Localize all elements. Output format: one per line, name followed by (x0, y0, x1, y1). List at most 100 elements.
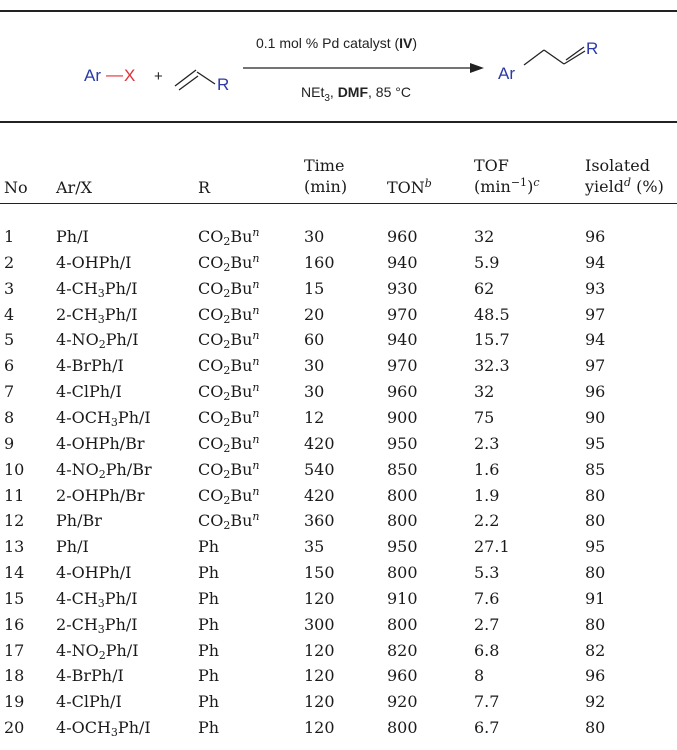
cell-time: 120 (304, 692, 335, 712)
cell-ton: 820 (387, 640, 418, 660)
cell-arx: 4-OCH3Ph/I (56, 718, 151, 740)
cell-time: 300 (304, 614, 335, 634)
cell-ton: 940 (387, 252, 418, 272)
cell-ton: 800 (387, 718, 418, 738)
cell-arx: 4-ClPh/I (56, 382, 122, 402)
cell-no: 10 (4, 459, 25, 479)
cell-tof: 6.8 (474, 640, 500, 660)
cell-tof: 32.3 (474, 356, 510, 376)
cell-ton: 800 (387, 485, 418, 505)
reactant-ar-label: Ar (84, 66, 101, 85)
cell-tof: 5.3 (474, 563, 500, 583)
cell-time: 30 (304, 382, 325, 402)
cell-yield: 80 (585, 485, 606, 505)
cell-yield: 80 (585, 511, 606, 531)
cell-time: 60 (304, 330, 325, 350)
cell-arx: 4-CH3Ph/I (56, 588, 138, 610)
product-alkene-structure (523, 46, 586, 66)
cell-no: 4 (4, 304, 15, 324)
cell-r: Ph (198, 718, 220, 738)
cell-r: Ph (198, 537, 220, 557)
reaction-arrow (243, 63, 484, 73)
cell-time: 30 (304, 356, 325, 376)
cell-no: 15 (4, 588, 25, 608)
plus-sign: + (154, 68, 163, 85)
cell-time: 420 (304, 485, 335, 505)
cell-no: 12 (4, 511, 25, 531)
cell-ton: 800 (387, 511, 418, 531)
cell-arx: 4-NO2Ph/I (56, 640, 139, 662)
cell-yield: 96 (585, 227, 606, 246)
header-tof: TOF (min−1)c (474, 156, 540, 196)
cell-yield: 96 (585, 666, 606, 686)
cell-yield: 90 (585, 407, 606, 427)
cell-yield: 80 (585, 614, 606, 634)
product-r-label: R (586, 39, 598, 58)
cell-tof: 2.3 (474, 433, 500, 453)
cell-r: CO2Bun (198, 406, 260, 429)
cell-r: CO2Bun (198, 432, 260, 455)
cell-tof: 5.9 (474, 252, 500, 272)
cell-r: Ph (198, 692, 220, 712)
cell-no: 18 (4, 666, 25, 686)
cell-ton: 920 (387, 692, 418, 712)
cell-r: Ph (198, 614, 220, 634)
cell-tof: 32 (474, 227, 495, 246)
cell-ton: 960 (387, 666, 418, 686)
cell-arx: 2-CH3Ph/I (56, 614, 138, 636)
cell-no: 16 (4, 614, 25, 634)
cell-yield: 96 (585, 382, 606, 402)
cell-r: Ph (198, 563, 220, 583)
header-ton: TONb (387, 177, 432, 197)
cell-ton: 940 (387, 330, 418, 350)
cell-tof: 1.9 (474, 485, 500, 505)
cell-ton: 950 (387, 537, 418, 557)
cell-r: CO2Bun (198, 303, 260, 326)
cell-time: 15 (304, 278, 325, 298)
cell-ton: 900 (387, 407, 418, 427)
cell-yield: 92 (585, 692, 606, 712)
cell-tof: 1.6 (474, 459, 500, 479)
cell-time: 150 (304, 563, 335, 583)
cell-yield: 80 (585, 563, 606, 583)
cell-time: 120 (304, 640, 335, 660)
cell-arx: 4-ClPh/I (56, 692, 122, 712)
cell-yield: 94 (585, 330, 606, 350)
cell-ton: 960 (387, 382, 418, 402)
reaction-scheme: Ar — X + R 0.1 mol % Pd catalyst (IV) NE… (84, 35, 598, 104)
cell-yield: 97 (585, 356, 606, 376)
header-no: No (4, 178, 28, 197)
cell-tof: 62 (474, 278, 495, 298)
header-yield: Isolated yieldd (%) (585, 156, 664, 196)
cell-time: 120 (304, 718, 335, 738)
cell-tof: 48.5 (474, 304, 510, 324)
cell-tof: 27.1 (474, 537, 510, 557)
cell-ton: 950 (387, 433, 418, 453)
cell-arx: 4-OHPh/Br (56, 433, 145, 453)
cell-r: CO2Bun (198, 226, 260, 248)
cell-arx: 4-BrPh/I (56, 356, 124, 376)
cell-arx: 4-OHPh/I (56, 563, 132, 583)
cell-r: Ph (198, 666, 220, 686)
cell-tof: 7.7 (474, 692, 500, 712)
cell-no: 7 (4, 382, 15, 402)
cell-tof: 6.7 (474, 718, 500, 738)
cell-tof: 32 (474, 382, 495, 402)
cell-time: 160 (304, 252, 335, 272)
cell-ton: 910 (387, 588, 418, 608)
alkene-r-label: R (217, 75, 229, 94)
cell-r: CO2Bun (198, 510, 260, 533)
cell-r: CO2Bun (198, 458, 260, 481)
cell-arx: 2-OHPh/Br (56, 485, 145, 505)
reactant-bond-dash: — (106, 65, 123, 84)
cell-tof: 15.7 (474, 330, 510, 350)
cell-time: 20 (304, 304, 325, 324)
cell-yield: 82 (585, 640, 606, 660)
cell-r: CO2Bun (198, 484, 260, 507)
cell-arx: 4-CH3Ph/I (56, 278, 138, 300)
cell-arx: 4-OCH3Ph/I (56, 407, 151, 429)
cell-tof: 7.6 (474, 588, 500, 608)
cell-r: CO2Bun (198, 329, 260, 352)
cell-yield: 80 (585, 718, 606, 738)
cell-no: 13 (4, 537, 25, 557)
